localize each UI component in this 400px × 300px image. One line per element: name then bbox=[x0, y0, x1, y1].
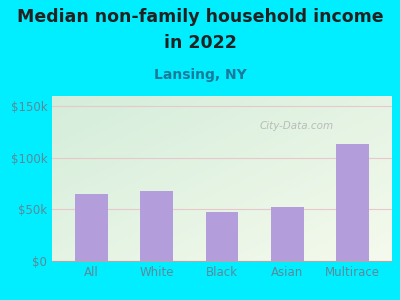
Bar bbox=[206, 212, 238, 261]
Text: City-Data.com: City-Data.com bbox=[260, 121, 334, 131]
Text: Lansing, NY: Lansing, NY bbox=[154, 68, 246, 82]
Bar bbox=[271, 207, 304, 261]
Bar bbox=[75, 194, 108, 261]
Text: Median non-family household income: Median non-family household income bbox=[17, 8, 383, 26]
Text: in 2022: in 2022 bbox=[164, 34, 236, 52]
Bar bbox=[140, 191, 173, 261]
Bar bbox=[336, 145, 369, 261]
